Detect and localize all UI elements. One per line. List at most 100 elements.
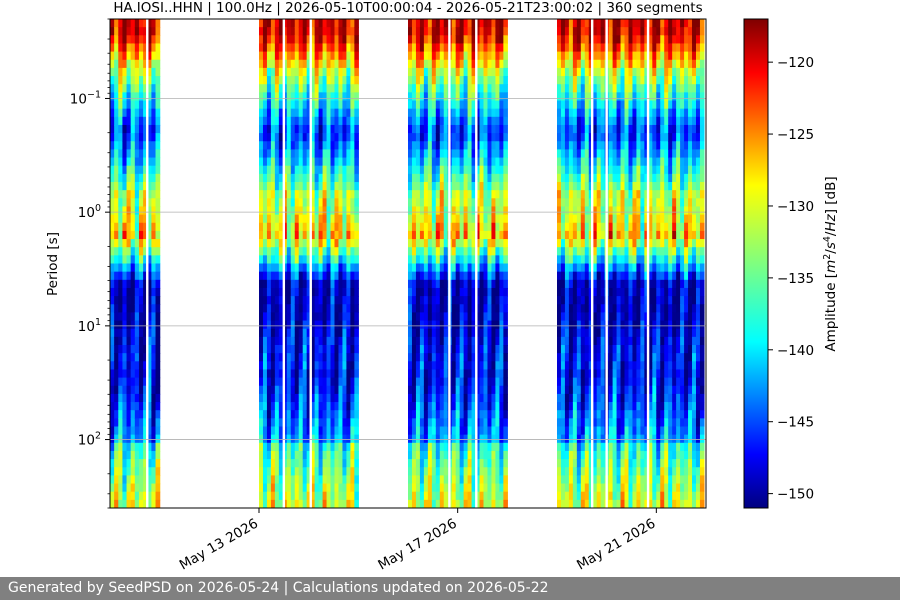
heatmap-cell (155, 499, 161, 508)
heatmap-cell (318, 124, 324, 134)
heatmap-cell (596, 369, 602, 379)
heatmap-cell (580, 402, 586, 411)
heatmap-cell (330, 491, 336, 501)
heatmap-cell (122, 165, 128, 175)
heatmap-cell (636, 377, 641, 387)
heatmap-cell (584, 239, 590, 248)
heatmap-cell (262, 328, 268, 338)
heatmap-cell (294, 320, 300, 330)
heatmap-cell (600, 92, 606, 102)
heatmap-cell (151, 182, 157, 191)
heatmap-cell (483, 67, 489, 77)
heatmap-cell (338, 190, 344, 199)
heatmap-cell (620, 157, 626, 167)
heatmap-cell (451, 328, 457, 338)
heatmap-cell (302, 84, 308, 93)
heatmap-cell (318, 450, 324, 460)
heatmap-cell (608, 304, 614, 313)
heatmap-cell (620, 328, 626, 338)
heatmap-cell (471, 345, 477, 354)
heatmap-cell (471, 312, 477, 322)
heatmap-cell (620, 51, 626, 61)
heatmap-cell (298, 345, 304, 354)
heatmap-cell (467, 76, 473, 85)
heatmap-cell (423, 92, 429, 102)
heatmap-cell (467, 239, 473, 248)
heatmap-cell (326, 149, 332, 159)
heatmap-cell (479, 108, 485, 118)
heatmap-cell (110, 434, 115, 444)
heatmap-cell (346, 239, 351, 248)
heatmap-cell (427, 198, 433, 208)
heatmap-cell (564, 402, 570, 411)
heatmap-cell (632, 133, 638, 142)
heatmap-cell (612, 67, 618, 77)
heatmap-cell (298, 239, 304, 248)
heatmap-cell (592, 467, 598, 476)
heatmap-cell (126, 369, 132, 379)
heatmap-cell (427, 100, 433, 110)
heatmap-cell (483, 312, 489, 322)
heatmap-cell (564, 165, 570, 175)
heatmap-cell (560, 410, 566, 419)
heatmap-cell (130, 320, 136, 330)
heatmap-cell (259, 100, 264, 110)
heatmap-cell (294, 345, 300, 354)
heatmap-cell (330, 198, 336, 208)
heatmap-cell (270, 255, 276, 265)
heatmap-cell (592, 345, 598, 354)
heatmap-cell (483, 393, 489, 403)
heatmap-cell (318, 173, 324, 183)
heatmap-cell (584, 116, 590, 126)
heatmap-cell (151, 467, 157, 476)
heatmap-cell (499, 157, 504, 167)
heatmap-cell (620, 353, 626, 362)
heatmap-cell (134, 157, 140, 167)
heatmap-cell (463, 182, 469, 191)
heatmap-cell (503, 43, 508, 53)
heatmap-cell (427, 76, 433, 85)
heatmap-cell (495, 271, 500, 281)
heatmap-cell (503, 369, 508, 379)
heatmap-cell (282, 76, 288, 85)
heatmap-cell (306, 76, 312, 85)
heatmap-cell (290, 345, 296, 354)
heatmap-cell (298, 271, 304, 281)
heatmap-cell (435, 173, 441, 183)
heatmap-cell (302, 328, 308, 338)
heatmap-cell (110, 304, 115, 313)
heatmap-cell (451, 182, 457, 191)
heatmap-cell (495, 76, 500, 85)
heatmap-cell (122, 198, 128, 208)
heatmap-cell (628, 141, 634, 150)
heatmap-cell (302, 393, 308, 403)
heatmap-cell (346, 328, 351, 338)
heatmap-cell (459, 59, 465, 69)
heatmap-cell (487, 393, 493, 403)
heatmap-cell (427, 483, 433, 493)
heatmap-cell (155, 124, 161, 134)
heatmap-cell (130, 19, 136, 28)
heatmap-cell (114, 165, 119, 175)
heatmap-cell (455, 345, 461, 354)
heatmap-cell (330, 19, 336, 28)
heatmap-cell (427, 491, 433, 501)
heatmap-cell (318, 345, 324, 354)
heatmap-cell (600, 35, 606, 45)
heatmap-cell (122, 124, 128, 134)
heatmap-cell (143, 190, 148, 199)
heatmap-cell (147, 369, 152, 379)
heatmap-cell (302, 296, 308, 305)
heatmap-cell (151, 67, 157, 77)
heatmap-cell (628, 230, 634, 240)
heatmap-cell (636, 27, 641, 36)
heatmap-cell (459, 483, 465, 493)
heatmap-cell (290, 19, 296, 28)
heatmap-cell (415, 279, 421, 289)
heatmap-cell (499, 173, 504, 183)
heatmap-cell (455, 19, 461, 28)
heatmap-cell (491, 141, 497, 150)
heatmap-cell (330, 222, 336, 232)
heatmap-cell (419, 59, 425, 69)
heatmap-cell (600, 100, 606, 110)
